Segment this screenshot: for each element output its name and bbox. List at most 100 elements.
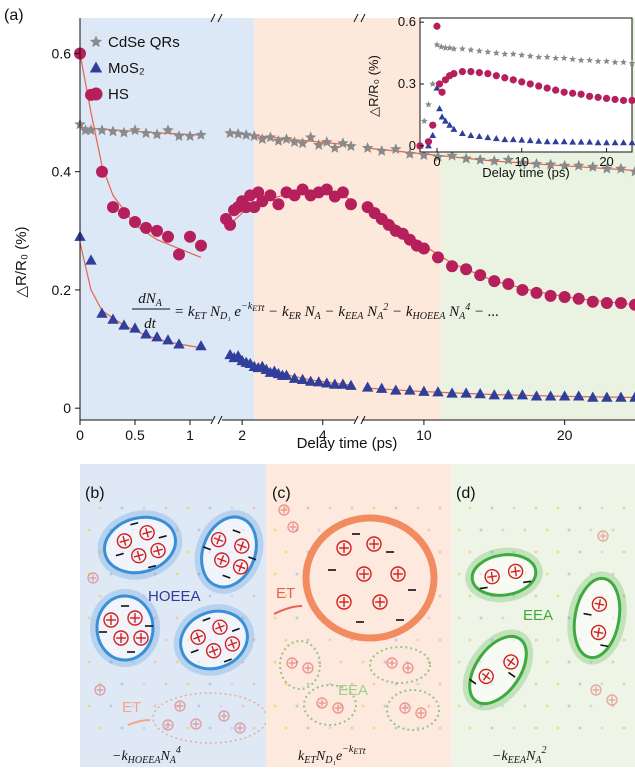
point-triangle-38 bbox=[418, 385, 430, 396]
inset-point-triangle-3 bbox=[433, 84, 441, 91]
inset-point-triangle-21 bbox=[560, 138, 568, 145]
point-triangle-35 bbox=[376, 382, 388, 393]
positive-charge-icon bbox=[366, 536, 382, 552]
inset-point-triangle-4 bbox=[436, 105, 443, 112]
panel-label-c: (c) bbox=[272, 485, 291, 502]
positive-charge-icon bbox=[131, 547, 147, 564]
axis-break bbox=[217, 13, 223, 23]
point-star-5 bbox=[118, 126, 130, 138]
inset-point-triangle-16 bbox=[518, 136, 526, 143]
point-star-23 bbox=[305, 131, 317, 143]
inset-point-circle-8 bbox=[450, 70, 458, 78]
inset-point-triangle-26 bbox=[603, 139, 610, 146]
axis-break bbox=[217, 415, 223, 425]
point-star-15 bbox=[240, 129, 252, 140]
negative-charge-icon bbox=[583, 612, 592, 616]
point-triangle-50 bbox=[587, 391, 599, 402]
point-triangle-26 bbox=[288, 372, 301, 383]
inset-point-circle-12 bbox=[484, 70, 492, 78]
point-star-30 bbox=[376, 145, 388, 156]
point-circle-13 bbox=[224, 218, 237, 231]
point-circle-11 bbox=[195, 239, 207, 252]
point-circle-45 bbox=[474, 269, 487, 282]
point-star-12 bbox=[195, 129, 207, 140]
point-star-4 bbox=[107, 125, 119, 137]
negative-charge-icon bbox=[231, 627, 240, 633]
positive-charge-icon bbox=[150, 542, 166, 559]
inset-point-star-11 bbox=[475, 47, 483, 54]
legend-marker-circle bbox=[89, 87, 103, 101]
negative-charge-icon bbox=[248, 556, 257, 561]
et-arrow-c bbox=[273, 605, 303, 615]
schematic-panel-c: (c) ET EEA kETND₁e−kETt bbox=[266, 464, 451, 767]
inset-point-circle-1 bbox=[424, 138, 433, 146]
inset-point-circle-20 bbox=[552, 86, 560, 94]
positive-charge-icon bbox=[590, 684, 602, 696]
point-triangle-33 bbox=[345, 379, 357, 390]
point-circle-53 bbox=[586, 295, 599, 308]
inset-point-triangle-25 bbox=[594, 139, 602, 146]
point-star-32 bbox=[404, 148, 416, 159]
legend: CdSe QRs MoS₂ HS bbox=[89, 34, 180, 103]
point-circle-42 bbox=[431, 251, 444, 264]
point-circle-44 bbox=[460, 263, 473, 276]
inset-point-triangle-8 bbox=[450, 125, 458, 132]
inset-point-star-13 bbox=[492, 49, 500, 56]
et-arrow-b bbox=[127, 719, 151, 726]
main-chart: 0 0.5 1 2 4 10 20 0 0.2 0.4 0.6 (a) Delay time (ps… bbox=[4, 7, 635, 452]
y-tick-label: 0 bbox=[63, 400, 71, 416]
inset-point-star-25 bbox=[594, 57, 602, 65]
inset-point-circle-16 bbox=[518, 78, 526, 86]
axis-break bbox=[360, 415, 366, 425]
inset-point-circle-24 bbox=[586, 92, 594, 100]
positive-charge-icon bbox=[390, 566, 406, 582]
legend-label-cdse: CdSe QRs bbox=[108, 34, 180, 51]
inset-point-triangle-24 bbox=[586, 138, 594, 145]
point-star-44 bbox=[573, 159, 585, 171]
exciton-cluster bbox=[90, 589, 160, 667]
inset-point-circle-5 bbox=[438, 88, 446, 96]
point-star-16 bbox=[248, 130, 260, 142]
inset-x-axis-label: Delay time (ps) bbox=[482, 165, 569, 180]
inset-point-circle-9 bbox=[458, 68, 466, 76]
inset-point-star-12 bbox=[484, 48, 492, 55]
positive-charge-icon bbox=[606, 694, 618, 706]
point-circle-50 bbox=[544, 289, 557, 302]
point-triangle-31 bbox=[329, 378, 341, 389]
inset-point-star-23 bbox=[577, 56, 585, 64]
point-triangle-30 bbox=[321, 377, 333, 388]
y-tick-label: 0.6 bbox=[52, 45, 72, 61]
point-star-27 bbox=[337, 137, 349, 149]
positive-charge-icon bbox=[286, 657, 298, 669]
legend-markers bbox=[89, 35, 103, 101]
point-triangle-48 bbox=[558, 390, 571, 401]
point-triangle-39 bbox=[432, 386, 444, 397]
inset-point-star-5 bbox=[437, 43, 445, 50]
negative-charge-icon bbox=[202, 617, 211, 622]
point-triangle-32 bbox=[337, 378, 349, 389]
point-star-31 bbox=[390, 143, 402, 155]
inset-point-triangle-23 bbox=[577, 138, 585, 145]
inset-point-star-21 bbox=[560, 54, 568, 62]
inset-point-circle-28 bbox=[619, 96, 628, 105]
point-circle-6 bbox=[140, 221, 152, 234]
x-tick-label: 10 bbox=[416, 427, 432, 443]
inset-point-star-18 bbox=[535, 53, 543, 61]
point-circle-47 bbox=[502, 278, 515, 291]
negative-charge-icon bbox=[222, 574, 231, 579]
inset-point-triangle-2 bbox=[429, 131, 437, 139]
x-tick-label: 2 bbox=[238, 427, 246, 443]
positive-charge-icon bbox=[415, 707, 427, 719]
positive-charge-icon bbox=[162, 719, 174, 731]
point-circle-48 bbox=[516, 283, 529, 296]
inset-point-triangle-6 bbox=[442, 117, 449, 124]
legend-label-mos2: MoS₂ bbox=[108, 60, 145, 77]
point-triangle-44 bbox=[502, 389, 515, 400]
inset-point-star-27 bbox=[611, 58, 619, 66]
legend-label-hs: HS bbox=[108, 86, 129, 103]
inset-point-triangle-15 bbox=[509, 136, 517, 143]
inset-point-star-19 bbox=[543, 53, 551, 61]
x-tick-label: 20 bbox=[557, 427, 573, 443]
point-triangle-6 bbox=[140, 328, 152, 339]
